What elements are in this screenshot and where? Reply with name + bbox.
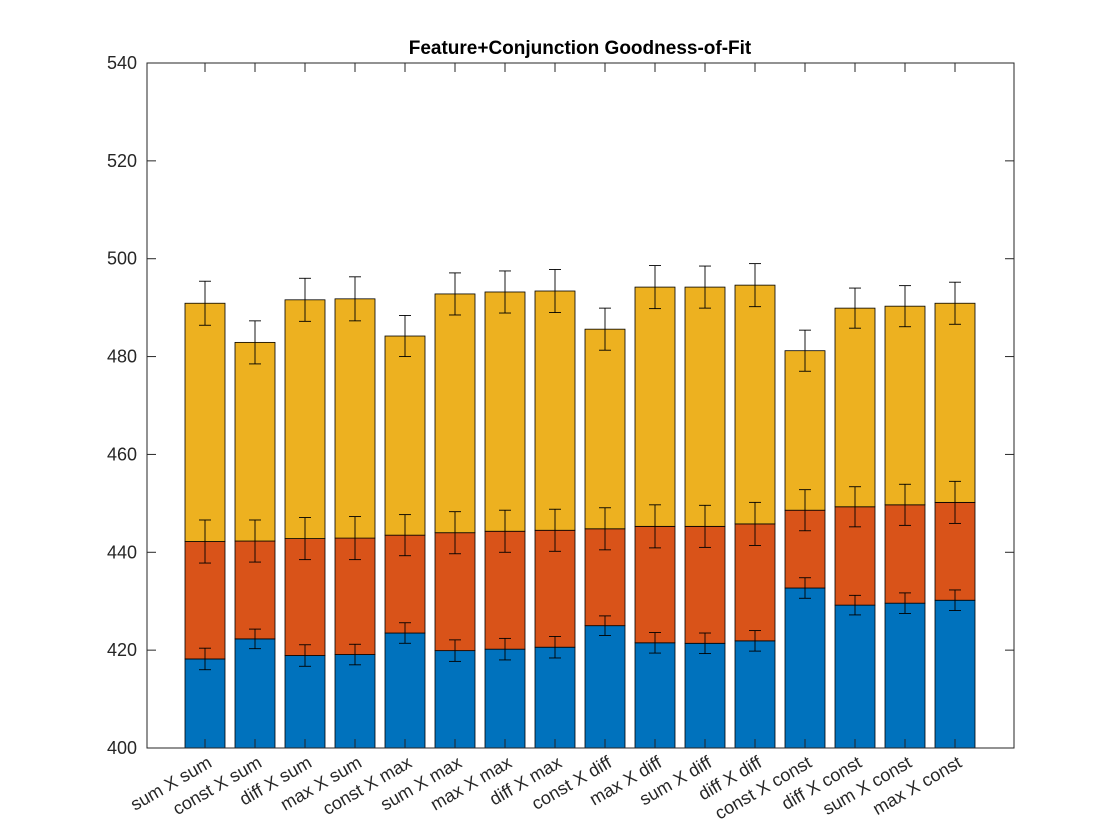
bar-segment <box>884 602 926 749</box>
y-tick-label: 520 <box>107 151 137 171</box>
error-bar <box>449 639 461 662</box>
y-tick-label: 420 <box>107 640 137 660</box>
bar-segment <box>234 341 276 542</box>
error-bar <box>949 281 961 325</box>
y-tick-label: 440 <box>107 542 137 562</box>
error-bar <box>299 644 311 667</box>
bar-segment <box>634 286 676 527</box>
bar-segment <box>284 655 326 749</box>
bar-segment <box>684 642 726 749</box>
bar-segment <box>384 335 426 536</box>
bar-segment <box>684 286 726 527</box>
bar-segment <box>484 291 526 532</box>
error-bar <box>599 615 611 636</box>
bar-segment <box>534 646 576 749</box>
error-bar <box>499 270 511 314</box>
error-bar <box>299 517 311 561</box>
error-bar <box>599 507 611 551</box>
bar-segment <box>184 658 226 749</box>
plot-area-frame <box>146 62 1015 749</box>
error-bar <box>749 630 761 652</box>
bar-segment <box>334 298 376 539</box>
bar-segment <box>734 640 776 749</box>
error-bar <box>799 577 811 599</box>
error-bar <box>649 265 661 310</box>
bar-segment <box>784 350 826 511</box>
bar-segment <box>934 302 976 503</box>
error-bar <box>799 489 811 532</box>
error-bar <box>349 276 361 322</box>
bar-segment <box>784 587 826 749</box>
bar-segment <box>634 642 676 749</box>
error-bar <box>949 480 961 524</box>
error-bar <box>199 647 211 671</box>
error-bar <box>549 269 561 313</box>
error-bar <box>199 280 211 326</box>
bars-layer <box>184 284 976 749</box>
bar-segment <box>284 299 326 539</box>
error-bar <box>599 307 611 351</box>
error-bar <box>699 504 711 548</box>
error-bar <box>849 594 861 616</box>
error-bar <box>249 320 261 365</box>
bar-segment <box>334 654 376 749</box>
bar-segment <box>834 307 876 508</box>
error-bar <box>249 519 261 563</box>
y-tick-label: 540 <box>107 53 137 73</box>
error-bar <box>649 504 661 549</box>
error-bar <box>349 516 361 561</box>
error-bar <box>699 265 711 309</box>
bar-segment <box>584 625 626 749</box>
error-bar <box>849 287 861 329</box>
y-tick-label: 480 <box>107 347 137 367</box>
bar-segment <box>884 305 926 506</box>
error-bar <box>799 329 811 372</box>
y-tick-label: 460 <box>107 444 137 464</box>
bar-segment <box>484 648 526 749</box>
error-bar <box>399 622 411 644</box>
error-bar <box>399 315 411 358</box>
y-axis: 400 420 440 460 480 500 520 540 <box>107 53 1014 758</box>
error-bar <box>749 501 761 546</box>
error-bar <box>249 628 261 650</box>
bar-segment <box>734 284 776 525</box>
bar-segment <box>434 650 476 749</box>
chart-title: Feature+Conjunction Goodness-of-Fit <box>409 38 752 59</box>
error-bar <box>299 277 311 322</box>
error-bar <box>699 632 711 655</box>
bar-segment <box>434 293 476 534</box>
y-tick-label: 500 <box>107 249 137 269</box>
bar-segment <box>834 604 876 749</box>
error-bar <box>399 514 411 557</box>
y-tick-label: 400 <box>107 738 137 758</box>
error-bars-layer <box>199 263 961 671</box>
error-bar <box>199 519 211 564</box>
error-bar <box>499 637 511 661</box>
error-bar <box>749 263 761 308</box>
error-bar <box>949 589 961 611</box>
error-bar <box>549 508 561 552</box>
error-bar <box>899 483 911 526</box>
error-bar <box>899 285 911 328</box>
error-bar <box>549 635 561 659</box>
bar-segment <box>534 290 576 531</box>
error-bar <box>649 632 661 654</box>
error-bar <box>849 486 861 528</box>
error-bar <box>499 509 511 553</box>
error-bar <box>449 272 461 316</box>
bar-segment <box>184 302 226 542</box>
bar-segment <box>234 638 276 749</box>
error-bar <box>349 643 361 666</box>
bar-segment <box>384 632 426 749</box>
error-bar <box>449 511 461 555</box>
bar-segment <box>934 599 976 749</box>
error-bar <box>899 592 911 614</box>
bar-segment <box>584 328 626 530</box>
